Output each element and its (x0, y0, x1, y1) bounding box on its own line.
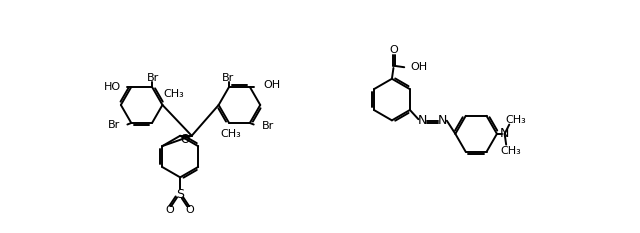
Text: O: O (186, 206, 195, 216)
Text: Br: Br (261, 121, 274, 131)
Text: CH₃: CH₃ (164, 89, 184, 99)
Text: Br: Br (221, 73, 234, 83)
Text: N: N (417, 114, 427, 127)
Text: OH: OH (410, 62, 428, 72)
Text: CH₃: CH₃ (505, 115, 526, 125)
Text: CH₃: CH₃ (500, 146, 521, 156)
Text: O: O (166, 206, 175, 216)
Text: S: S (176, 188, 184, 201)
Text: HO: HO (104, 82, 121, 92)
Text: CH₃: CH₃ (220, 129, 241, 139)
Text: Br: Br (147, 73, 159, 83)
Text: O: O (180, 133, 189, 146)
Text: N: N (500, 127, 509, 140)
Text: N: N (438, 114, 447, 127)
Text: OH: OH (263, 80, 280, 90)
Text: Br: Br (108, 120, 120, 130)
Text: O: O (390, 45, 399, 55)
